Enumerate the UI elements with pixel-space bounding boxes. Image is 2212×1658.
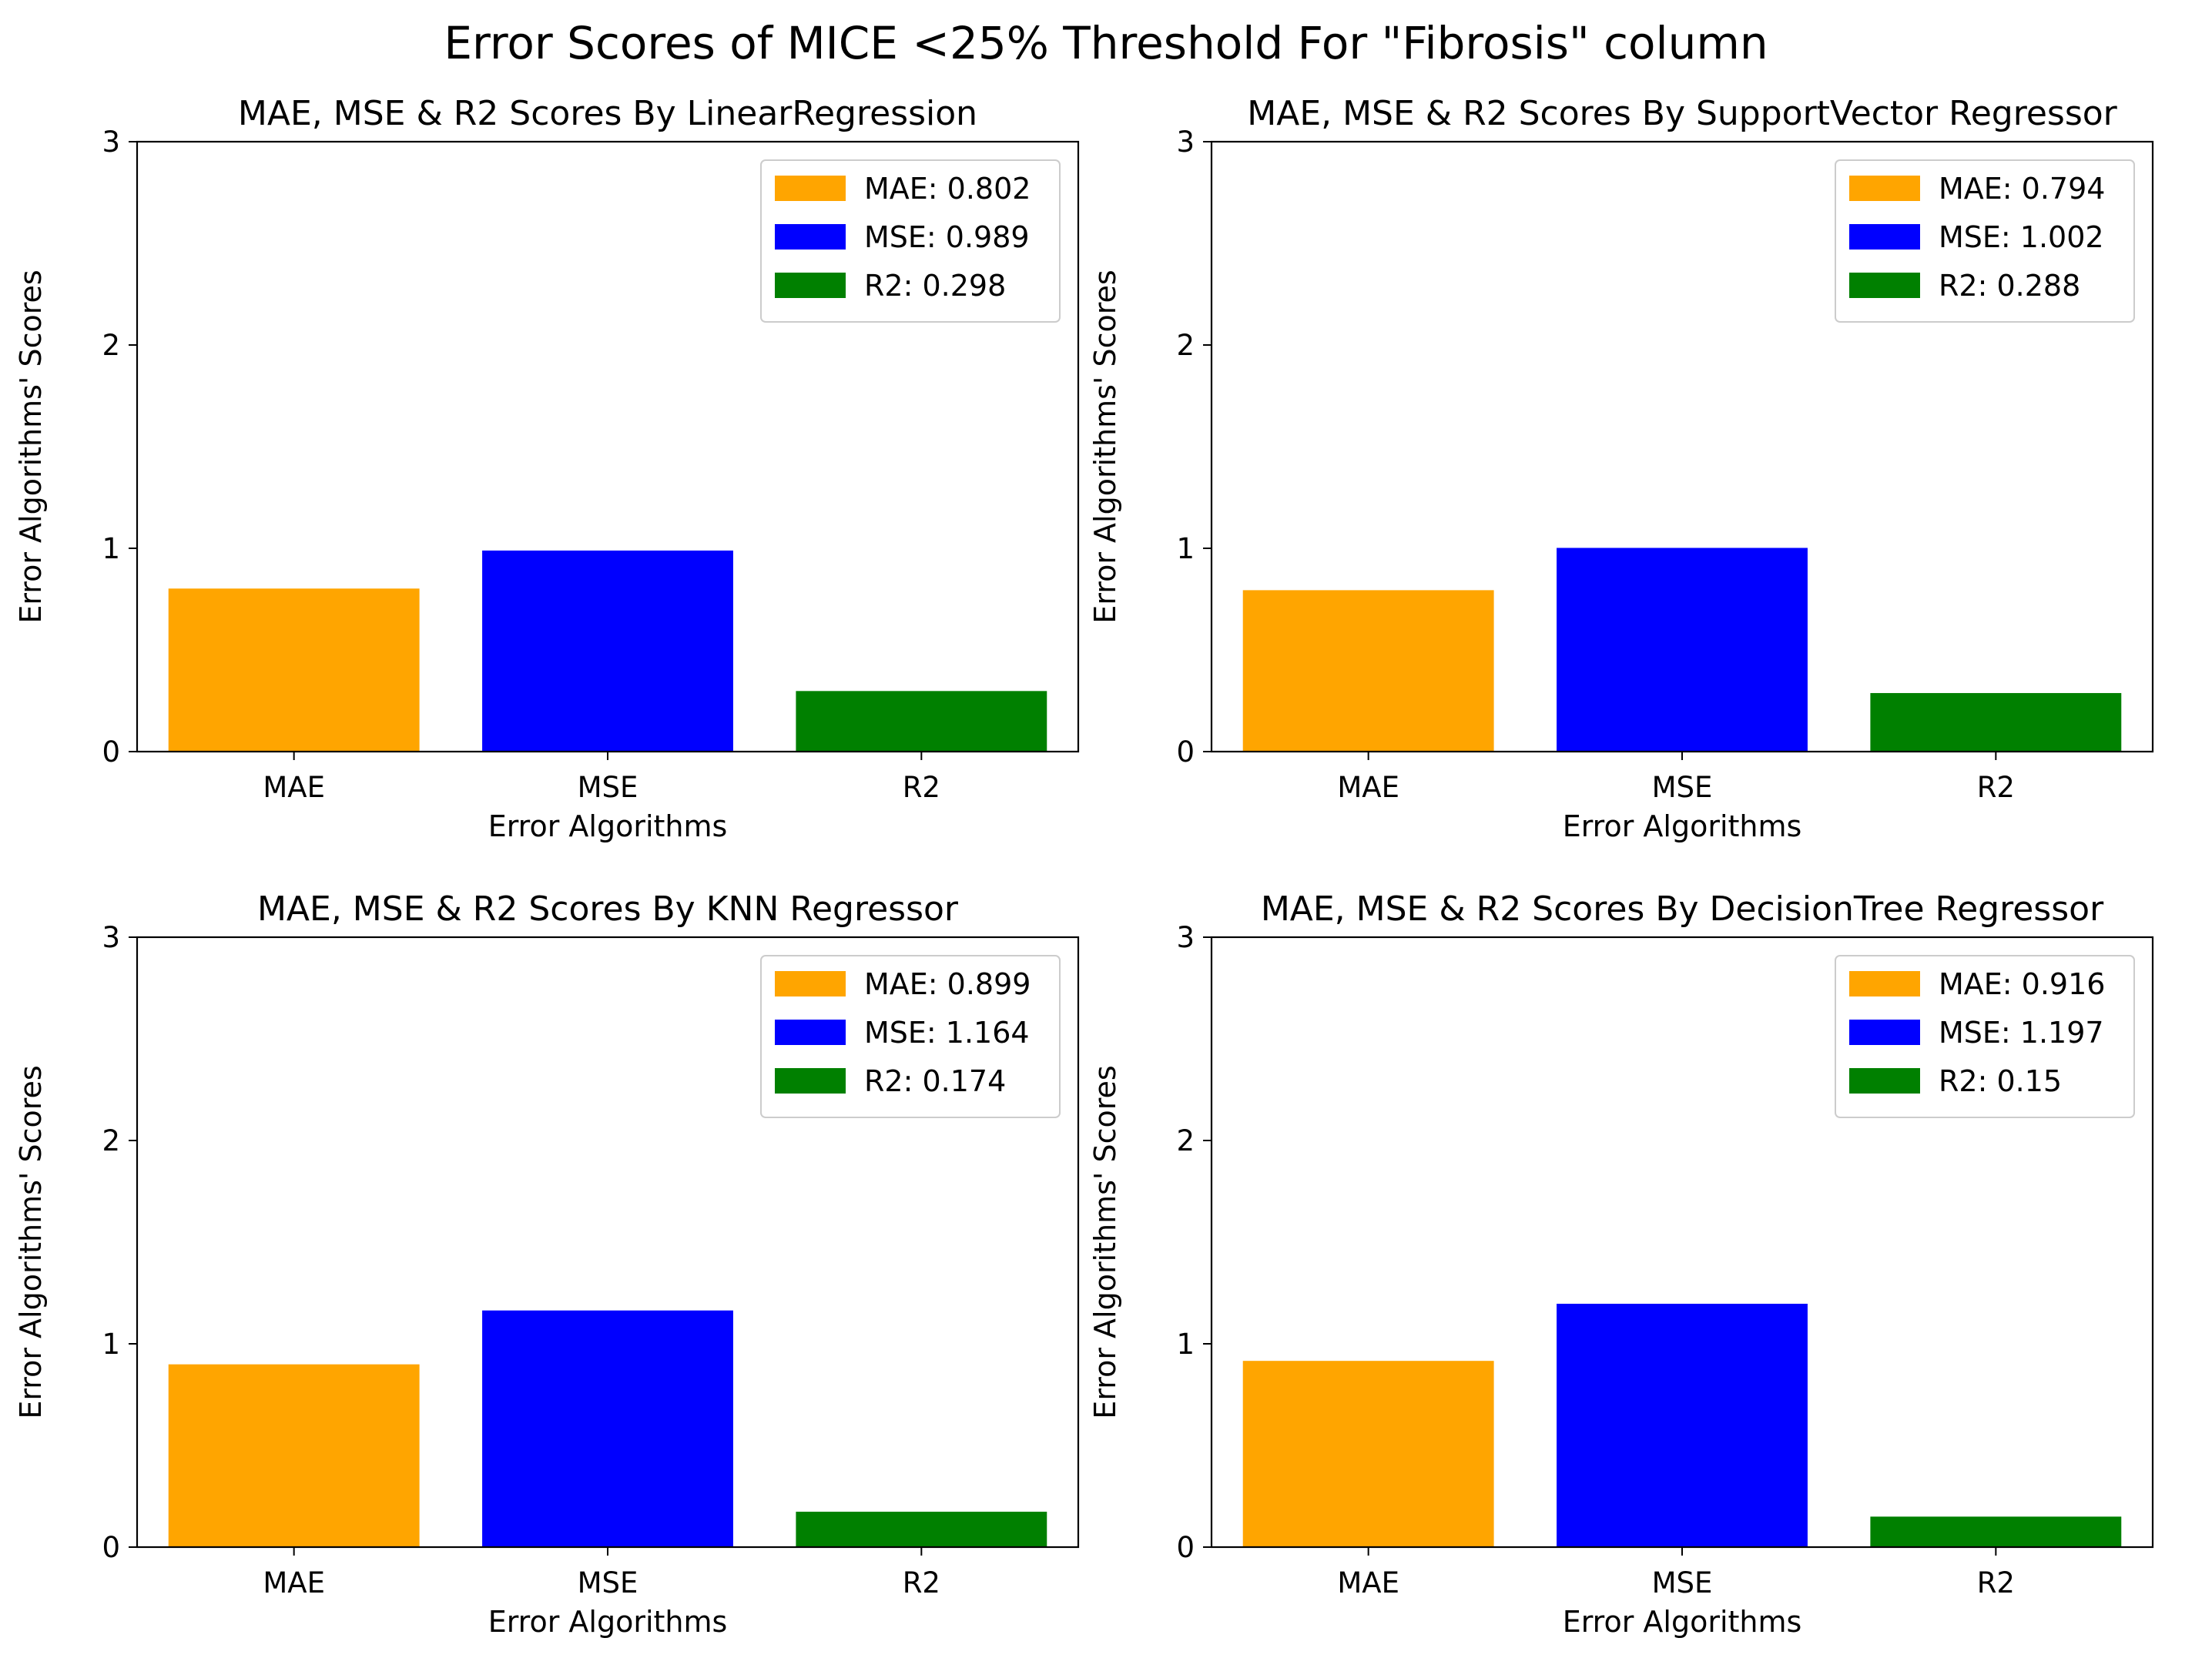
- legend-entry-mse: MSE: 0.989: [864, 220, 1030, 254]
- legend-entry-r2: R2: 0.174: [864, 1064, 1006, 1098]
- subplot-title: MAE, MSE & R2 Scores By KNN Regressor: [257, 889, 959, 929]
- legend-swatch-r2: [1849, 1068, 1920, 1094]
- x-tick-label: MAE: [1337, 771, 1399, 804]
- y-tick-label: 1: [102, 532, 120, 565]
- subplot-4: MAE, MSE & R2 Scores By DecisionTree Reg…: [1088, 889, 2154, 1639]
- y-tick-label: 1: [1176, 1328, 1195, 1361]
- bar-mae: [168, 1364, 420, 1547]
- x-axis-label: Error Algorithms: [488, 809, 728, 843]
- y-tick-label: 0: [1176, 735, 1195, 769]
- legend: MAE: 0.916 MSE: 1.197 R2: 0.15: [1835, 955, 2135, 1118]
- subplot-title: MAE, MSE & R2 Scores By SupportVector Re…: [1247, 94, 2117, 133]
- x-tick-label: R2: [1977, 1566, 2015, 1599]
- legend-entry-mae: MAE: 0.802: [864, 172, 1031, 206]
- figure-title: Error Scores of MICE <25% Threshold For …: [444, 17, 1768, 69]
- x-tick-label: R2: [1977, 771, 2015, 804]
- subplot-2: MAE, MSE & R2 Scores By SupportVector Re…: [1088, 94, 2154, 843]
- subplot-1: MAE, MSE & R2 Scores By LinearRegression…: [14, 94, 1080, 843]
- legend-entry-mse: MSE: 1.164: [864, 1016, 1030, 1050]
- legend-swatch-mse: [1849, 224, 1920, 250]
- bar-mse: [482, 550, 733, 752]
- x-tick-label: MSE: [578, 771, 638, 804]
- y-tick-label: 0: [102, 1531, 120, 1564]
- legend-entry-mae: MAE: 0.899: [864, 967, 1031, 1001]
- legend-swatch-r2: [775, 1068, 846, 1094]
- bar-r2: [796, 1512, 1047, 1547]
- legend-swatch-mae: [1849, 971, 1920, 996]
- y-tick-label: 1: [102, 1328, 120, 1361]
- y-axis-label: Error Algorithms' Scores: [14, 270, 48, 623]
- legend-swatch-mae: [775, 176, 846, 201]
- y-axis-label: Error Algorithms' Scores: [1088, 270, 1122, 623]
- bar-mae: [1242, 1361, 1494, 1547]
- legend-swatch-mse: [1849, 1020, 1920, 1045]
- y-axis-label: Error Algorithms' Scores: [1088, 1065, 1122, 1419]
- legend-entry-r2: R2: 0.15: [1939, 1064, 2062, 1098]
- x-axis-label: Error Algorithms: [1563, 1605, 1802, 1639]
- y-tick-label: 0: [102, 735, 120, 769]
- y-tick-label: 3: [102, 921, 120, 954]
- legend-swatch-mse: [775, 224, 846, 250]
- y-tick-label: 0: [1176, 1531, 1195, 1564]
- x-tick-label: MAE: [263, 771, 325, 804]
- y-tick-label: 3: [1176, 126, 1195, 159]
- y-tick-label: 2: [1176, 329, 1195, 362]
- bar-r2: [796, 691, 1047, 752]
- subplot-title: MAE, MSE & R2 Scores By DecisionTree Reg…: [1261, 889, 2104, 929]
- bar-mse: [1557, 1303, 1808, 1547]
- legend-entry-r2: R2: 0.298: [864, 269, 1006, 303]
- x-tick-label: MSE: [578, 1566, 638, 1599]
- legend-swatch-mae: [1849, 176, 1920, 201]
- legend: MAE: 0.802 MSE: 0.989 R2: 0.298: [760, 159, 1061, 323]
- subplot-title: MAE, MSE & R2 Scores By LinearRegression: [238, 94, 977, 133]
- legend: MAE: 0.794 MSE: 1.002 R2: 0.288: [1835, 159, 2135, 323]
- x-tick-label: MAE: [263, 1566, 325, 1599]
- legend-swatch-mse: [775, 1020, 846, 1045]
- y-tick-label: 2: [1176, 1124, 1195, 1157]
- y-tick-label: 3: [102, 126, 120, 159]
- subplots: MAE, MSE & R2 Scores By LinearRegression…: [14, 94, 2154, 1639]
- legend-entry-mae: MAE: 0.916: [1939, 967, 2105, 1001]
- x-tick-label: MSE: [1652, 1566, 1713, 1599]
- legend-swatch-r2: [775, 273, 846, 298]
- bar-mse: [482, 1310, 733, 1547]
- x-tick-label: R2: [903, 771, 940, 804]
- y-tick-label: 1: [1176, 532, 1195, 565]
- y-axis-label: Error Algorithms' Scores: [14, 1065, 48, 1419]
- bar-mae: [168, 588, 420, 752]
- legend-entry-mse: MSE: 1.002: [1939, 220, 2104, 254]
- subplot-3: MAE, MSE & R2 Scores By KNN Regressor 0 1 2…: [14, 889, 1080, 1639]
- y-tick-label: 2: [102, 329, 120, 362]
- legend-entry-r2: R2: 0.288: [1939, 269, 2080, 303]
- bar-r2: [1870, 692, 2122, 752]
- legend-entry-mae: MAE: 0.794: [1939, 172, 2105, 206]
- x-tick-label: R2: [903, 1566, 940, 1599]
- x-tick-label: MSE: [1652, 771, 1713, 804]
- bar-r2: [1870, 1516, 2122, 1547]
- x-axis-label: Error Algorithms: [1563, 809, 1802, 843]
- legend: MAE: 0.899 MSE: 1.164 R2: 0.174: [760, 955, 1061, 1118]
- y-tick-label: 3: [1176, 921, 1195, 954]
- legend-entry-mse: MSE: 1.197: [1939, 1016, 2104, 1050]
- x-axis-label: Error Algorithms: [488, 1605, 728, 1639]
- bar-mae: [1242, 590, 1494, 752]
- legend-swatch-r2: [1849, 273, 1920, 298]
- bar-mse: [1557, 548, 1808, 752]
- legend-swatch-mae: [775, 971, 846, 996]
- x-tick-label: MAE: [1337, 1566, 1399, 1599]
- y-tick-label: 2: [102, 1124, 120, 1157]
